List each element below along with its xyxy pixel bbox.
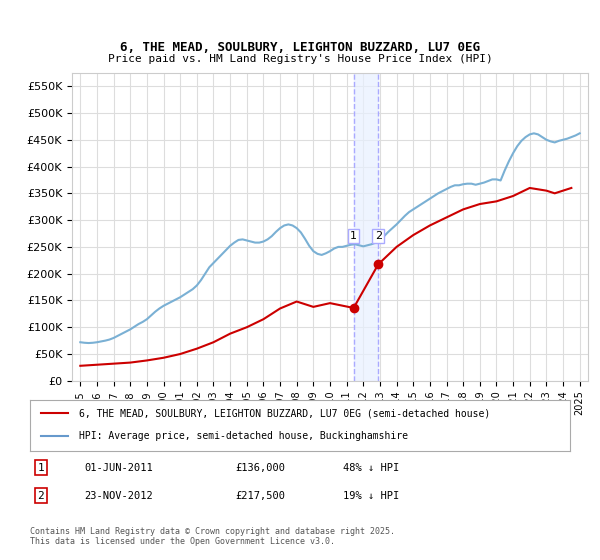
Bar [353, 73, 378, 381]
Text: 6, THE MEAD, SOULBURY, LEIGHTON BUZZARD, LU7 0EG (semi-detached house): 6, THE MEAD, SOULBURY, LEIGHTON BUZZARD,… [79, 408, 490, 418]
Text: Contains HM Land Registry data © Crown copyright and database right 2025.
This d: Contains HM Land Registry data © Crown c… [30, 526, 395, 546]
Text: Price paid vs. HM Land Registry's House Price Index (HPI): Price paid vs. HM Land Registry's House … [107, 54, 493, 64]
Text: 01-JUN-2011: 01-JUN-2011 [84, 463, 153, 473]
Text: HPI: Average price, semi-detached house, Buckinghamshire: HPI: Average price, semi-detached house,… [79, 431, 407, 441]
Text: 23-NOV-2012: 23-NOV-2012 [84, 491, 153, 501]
Text: 2: 2 [375, 231, 382, 241]
Text: 19% ↓ HPI: 19% ↓ HPI [343, 491, 400, 501]
Text: 2: 2 [37, 491, 44, 501]
Text: 1: 1 [350, 231, 357, 241]
Text: £217,500: £217,500 [235, 491, 285, 501]
Text: 6, THE MEAD, SOULBURY, LEIGHTON BUZZARD, LU7 0EG: 6, THE MEAD, SOULBURY, LEIGHTON BUZZARD,… [120, 41, 480, 54]
Text: 1: 1 [37, 463, 44, 473]
Text: £136,000: £136,000 [235, 463, 285, 473]
Text: 48% ↓ HPI: 48% ↓ HPI [343, 463, 400, 473]
